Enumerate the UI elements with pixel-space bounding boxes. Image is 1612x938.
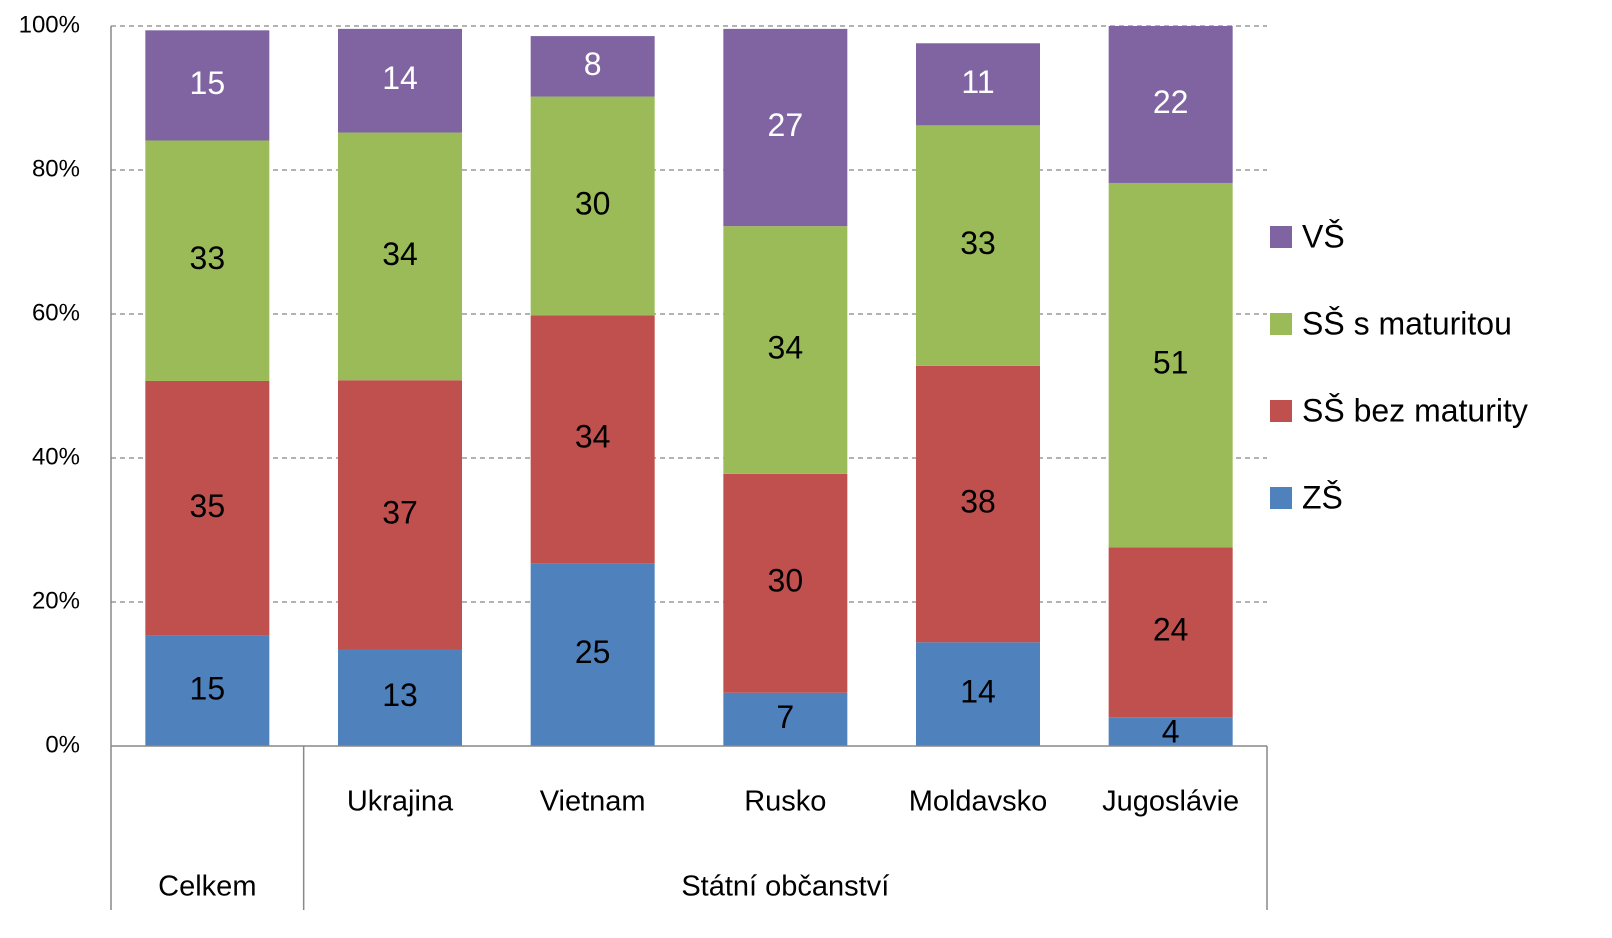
bar-segment — [1108, 547, 1233, 718]
legend-label: VŠ — [1302, 218, 1345, 254]
value-label: 34 — [382, 236, 418, 272]
bar-segment — [338, 28, 462, 133]
value-label: 33 — [960, 225, 996, 261]
y-tick-label: 40% — [32, 443, 80, 470]
value-label: 35 — [190, 488, 226, 524]
legend-swatch — [1270, 226, 1292, 248]
value-label: 22 — [1153, 84, 1189, 120]
value-label: 8 — [584, 46, 602, 82]
x-tick-label: Vietnam — [540, 786, 646, 818]
bar-segment — [145, 635, 270, 746]
value-label: 30 — [768, 563, 804, 599]
bar-segment — [916, 365, 1040, 643]
bar-segment — [916, 43, 1040, 126]
legend-swatch — [1270, 400, 1292, 422]
value-label: 15 — [190, 670, 226, 706]
bar-segment — [530, 36, 655, 97]
x-tick-label: Rusko — [744, 786, 826, 818]
value-label: 27 — [768, 107, 804, 143]
bar-segment — [1108, 717, 1233, 746]
value-label: 37 — [382, 494, 418, 530]
value-label: 14 — [382, 60, 418, 96]
bar-segment — [723, 692, 848, 746]
legend-label: SŠ bez maturity — [1302, 392, 1528, 428]
value-label: 15 — [190, 65, 226, 101]
bar-segment — [916, 642, 1040, 746]
value-label: 14 — [960, 674, 996, 710]
y-tick-label: 0% — [45, 731, 80, 758]
y-tick-label: 80% — [32, 155, 80, 182]
value-label: 11 — [961, 64, 994, 100]
y-tick-label: 20% — [32, 587, 80, 614]
bar-segment — [530, 563, 655, 746]
x-tick-label: Ukrajina — [347, 786, 454, 818]
bar-segment — [723, 473, 848, 693]
bar-segment — [145, 140, 270, 381]
value-label: 34 — [768, 329, 804, 365]
legend-swatch — [1270, 487, 1292, 509]
legend-label: SŠ s maturitou — [1302, 305, 1512, 341]
bar-segment — [338, 649, 462, 746]
bar-segment — [338, 380, 462, 650]
value-label: 7 — [776, 699, 794, 735]
value-label: 24 — [1153, 612, 1189, 648]
x-tick-label: Jugoslávie — [1102, 786, 1239, 818]
y-tick-label: 100% — [19, 11, 80, 38]
value-label: 51 — [1153, 345, 1189, 381]
bar-segment — [723, 28, 848, 227]
value-label: 30 — [575, 185, 611, 221]
bar-segment — [1108, 182, 1233, 548]
bar-segment — [723, 226, 848, 474]
value-label: 4 — [1162, 713, 1180, 749]
value-label: 13 — [382, 677, 418, 713]
bar-segment — [530, 96, 655, 316]
legend-label: ZŠ — [1302, 479, 1343, 515]
legend-swatch — [1270, 313, 1292, 335]
bar-segment — [145, 30, 270, 141]
x-tick-label: Moldavsko — [909, 786, 1048, 818]
bar-segment — [1108, 26, 1233, 183]
bar-segment — [916, 125, 1040, 366]
value-label: 33 — [190, 240, 226, 276]
group-label: Státní občanství — [681, 871, 889, 903]
value-label: 38 — [960, 484, 996, 520]
bar-segment — [338, 132, 462, 381]
y-tick-label: 60% — [32, 299, 80, 326]
value-label: 34 — [575, 419, 611, 455]
bar-segment — [530, 315, 655, 564]
value-label: 25 — [575, 634, 611, 670]
bar-segment — [145, 380, 270, 636]
group-label: Celkem — [158, 871, 256, 903]
